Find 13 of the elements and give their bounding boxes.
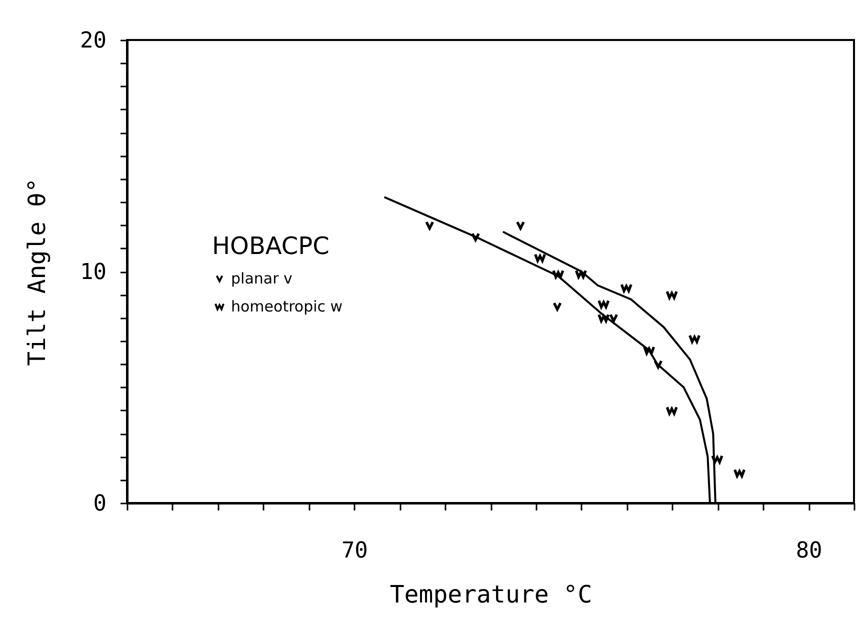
point (666, 290, 678, 300)
x-axis-title: Temperature °C (390, 580, 592, 608)
legend-label: planar v (231, 270, 293, 288)
x-tick-label: 80 (796, 538, 822, 564)
y-tick-label: 10 (80, 260, 106, 285)
y-tick-label: 0 (93, 492, 106, 516)
point (688, 334, 701, 344)
x-tick-label: 70 (341, 538, 368, 564)
y-axis-title: Tilt Angle θ° (23, 178, 52, 366)
legend-label: homeotropic w (231, 298, 343, 316)
legend-title: HOBACPC (212, 232, 330, 260)
y-tick-label: 20 (80, 28, 106, 54)
point (534, 253, 546, 262)
